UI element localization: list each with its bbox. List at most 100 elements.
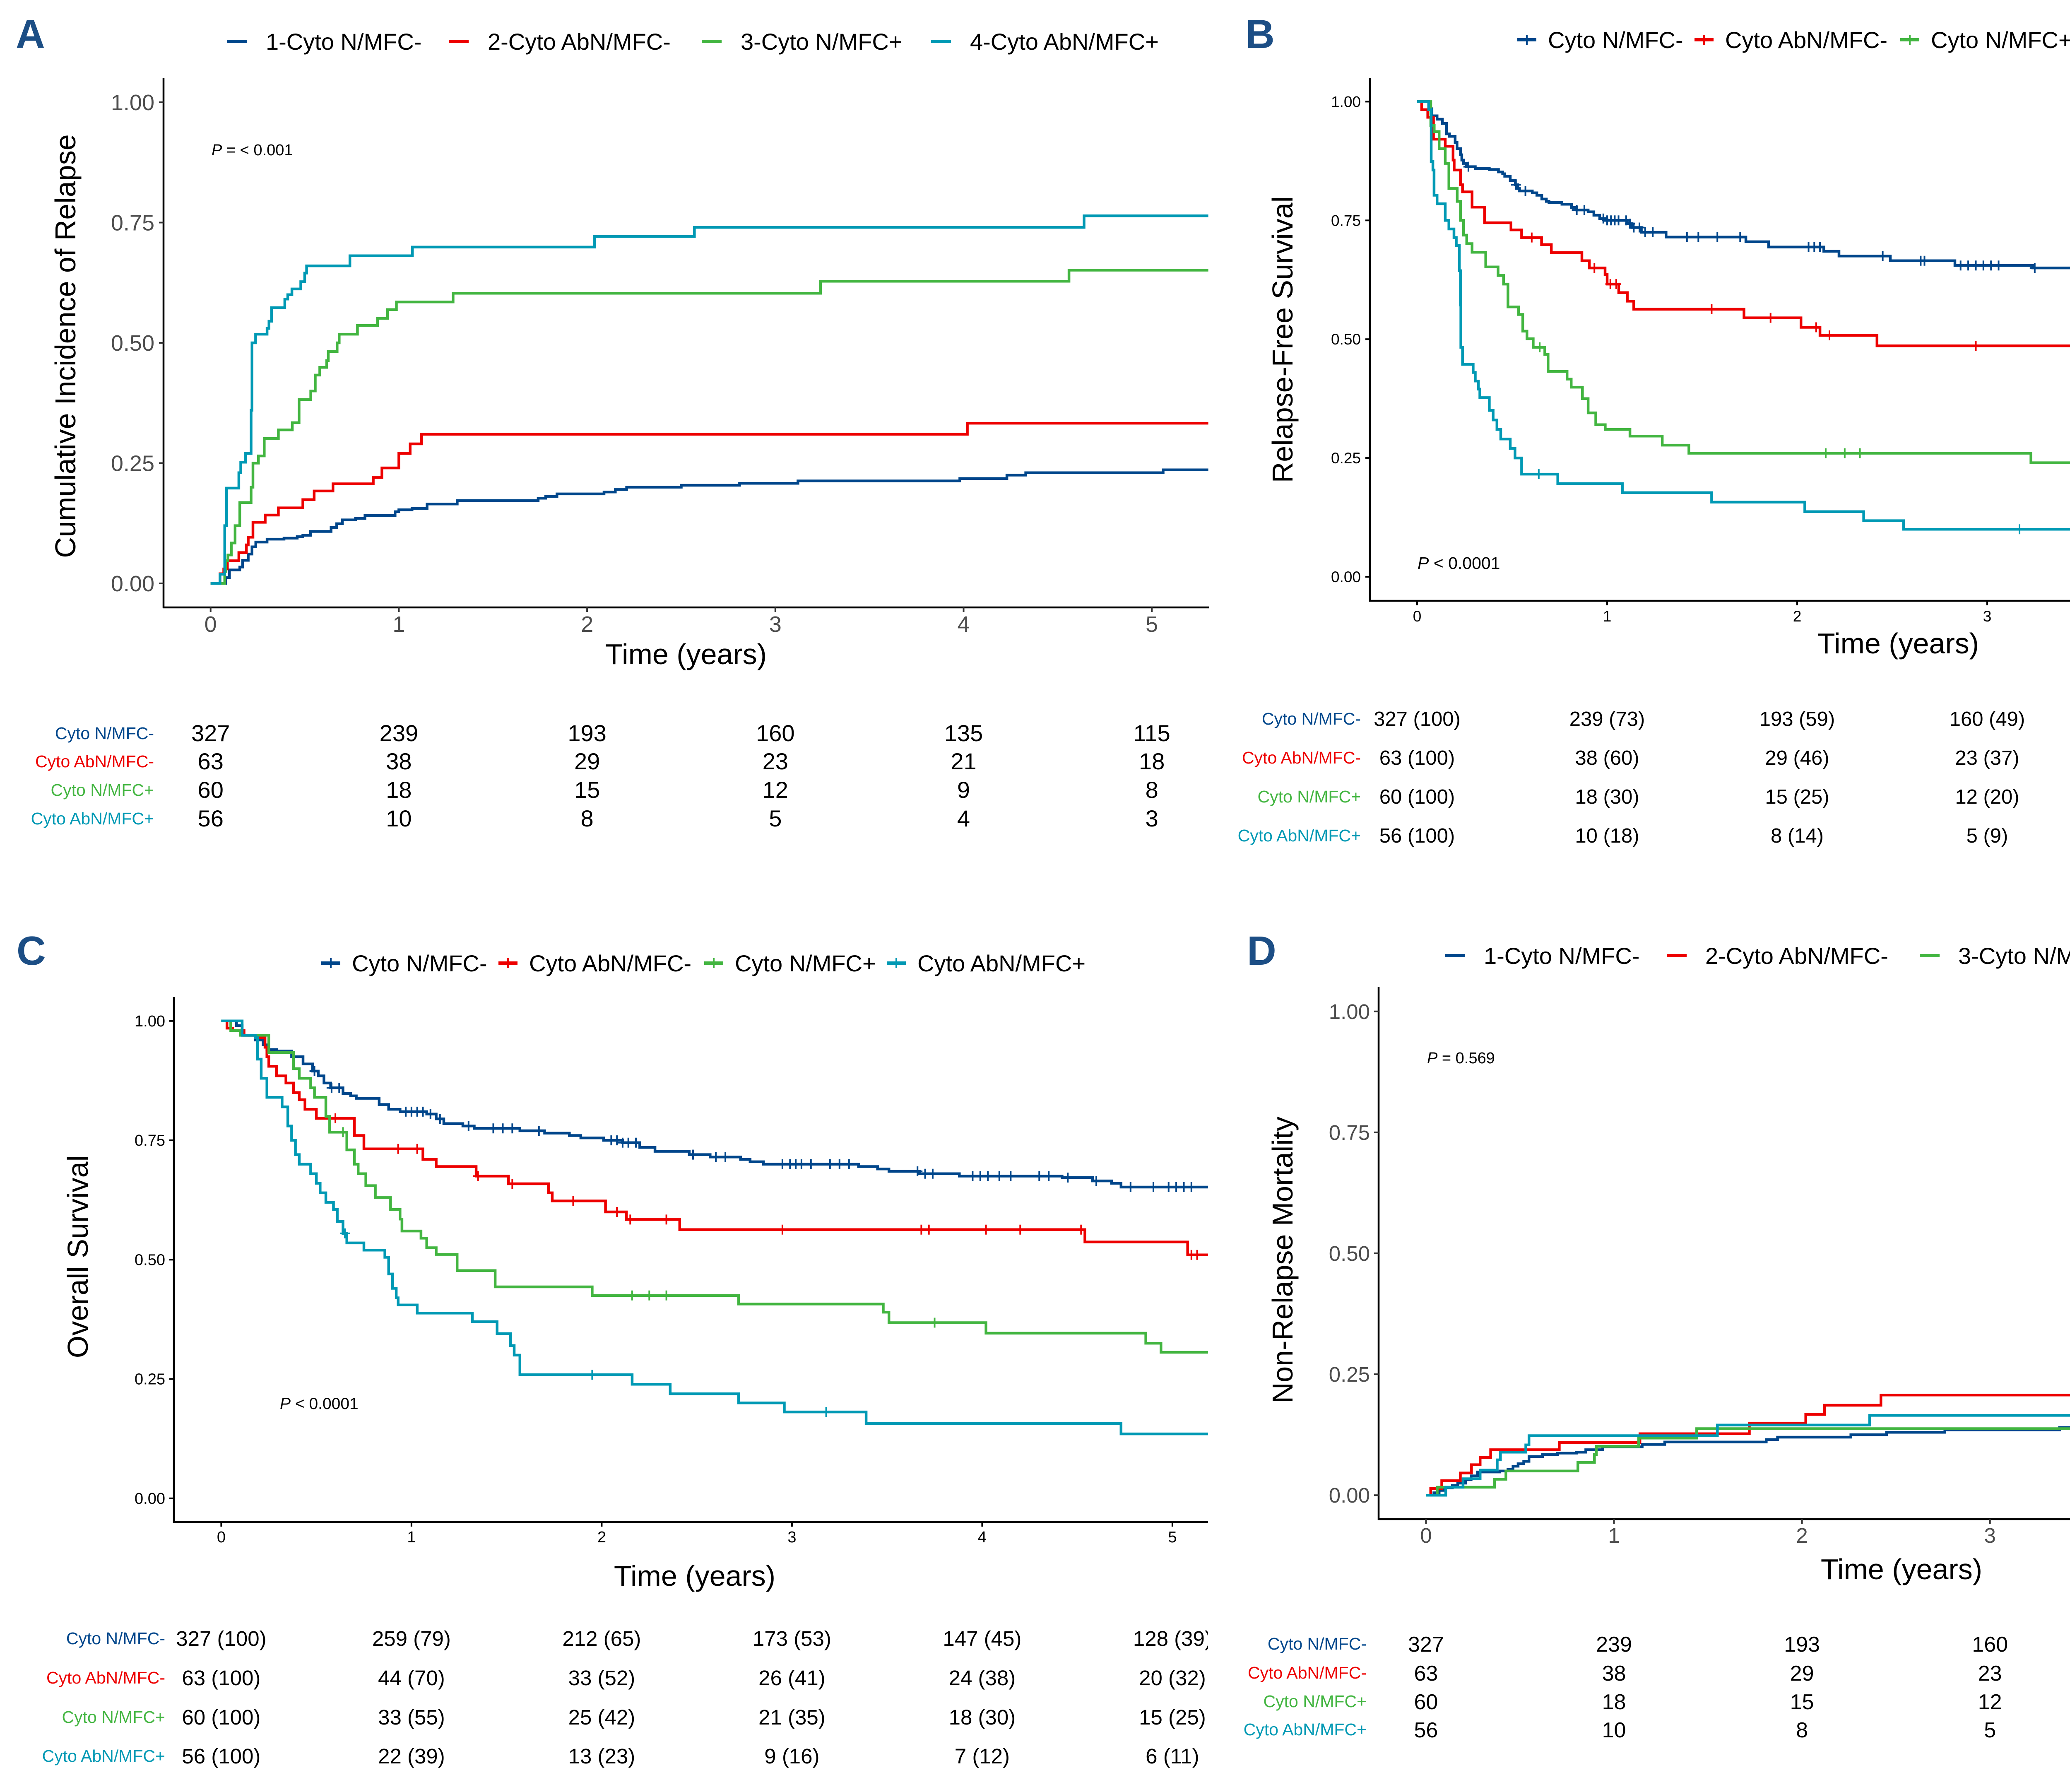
panel-label: B [1245, 11, 1275, 57]
x-tick-label: 0 [1420, 1524, 1432, 1547]
p-value-annotation: P < 0.0001 [1418, 554, 1500, 573]
x-tick-label: 5 [1146, 612, 1158, 637]
censor-marks-2 [1526, 232, 1981, 351]
risk-table-cell: 13 (23) [568, 1744, 635, 1768]
risk-table-cell: 6 (11) [1146, 1744, 1199, 1768]
censor-mark [711, 1152, 721, 1162]
censor-mark [1589, 263, 1600, 273]
censor-mark [309, 1066, 320, 1076]
x-tick-label: 2 [597, 1529, 606, 1546]
legend-label: Cyto AbN/MFC- [529, 950, 691, 976]
y-tick-label: 1.00 [135, 1013, 165, 1030]
censor-mark [473, 1171, 483, 1181]
censor-mark [334, 1083, 344, 1093]
y-tick-label: 0.50 [1331, 331, 1361, 348]
censor-mark [1815, 242, 1825, 252]
censor-mark [1091, 1176, 1102, 1186]
risk-table-cell: 63 [1414, 1662, 1438, 1686]
risk-table-cell: 5 [1984, 1718, 1996, 1742]
risk-table-cell: 60 (100) [182, 1705, 260, 1729]
censor-mark [1520, 186, 1531, 196]
censor-mark [1511, 180, 1521, 190]
legend-item: Cyto N/MFC- [1517, 27, 1683, 53]
risk-table-cell: 10 [386, 805, 412, 831]
risk-table-row-label: Cyto N/MFC+ [1258, 787, 1361, 806]
censor-mark [412, 1144, 422, 1154]
legend-item: Cyto AbN/MFC+ [887, 950, 1086, 976]
risk-table-cell: 29 [574, 748, 600, 774]
risk-table-row-label: Cyto N/MFC- [55, 724, 154, 743]
risk-table-cell: 56 (100) [1379, 825, 1455, 847]
x-tick-label: 3 [1984, 1524, 1996, 1547]
legend-item: Cyto N/MFC+ [704, 950, 876, 976]
curves [1426, 1394, 2070, 1497]
censor-mark [625, 1214, 635, 1225]
y-tick-label: 0.75 [135, 1132, 165, 1149]
p-value-symbol: P [1418, 554, 1429, 573]
p-value-text: < 0.0001 [1429, 554, 1500, 573]
p-value-text: = < 0.001 [222, 142, 293, 159]
risk-table-cell: 239 [1596, 1633, 1632, 1657]
risk-table-cell: 15 [1790, 1690, 1814, 1714]
risk-table-cell: 29 (46) [1765, 747, 1829, 769]
risk-table-cell: 24 (38) [949, 1666, 1016, 1690]
risk-table-cell: 8 [1796, 1718, 1808, 1742]
risk-table-row: Cyto AbN/MFC+ 56 (100) 22 (39) 13 (23) 9 (16… [42, 1744, 1199, 1768]
censor-marks-2 [330, 1113, 1202, 1260]
p-value-symbol: P [1427, 1050, 1438, 1067]
legend-label: Cyto N/MFC- [1548, 27, 1683, 53]
censor-mark [661, 1214, 672, 1225]
risk-table-cell: 63 [198, 748, 224, 774]
censor-mark [927, 1168, 938, 1179]
risk-table-cell: 173 (53) [753, 1627, 831, 1650]
censor-mark [994, 1171, 1004, 1181]
series-line-2 [1417, 100, 2070, 347]
panel-label: D [1247, 928, 1276, 973]
risk-table-cell: 7 (12) [955, 1744, 1010, 1768]
risk-table-row: Cyto N/MFC- 327 (100) 239 (73) 193 (59) 160 … [1262, 708, 2025, 730]
censor-mark [1611, 279, 1621, 289]
censor-mark [1820, 448, 1831, 458]
risk-table-row-label: Cyto AbN/MFC+ [42, 1746, 165, 1766]
legend-item: 2-Cyto AbN/MFC- [449, 29, 671, 55]
censor-mark [806, 1159, 816, 1169]
censor-mark [844, 1159, 854, 1169]
censor-mark [1824, 330, 1834, 340]
censor-mark [661, 1290, 672, 1301]
risk-table-cell: 18 [1139, 748, 1165, 774]
risk-table-cell: 23 [763, 748, 788, 774]
y-tick-label: 1.00 [1331, 93, 1361, 110]
censor-mark [981, 1224, 991, 1235]
censor-mark [1063, 1173, 1073, 1183]
risk-table-cell: 56 [198, 805, 224, 831]
y-tick-label: 0.50 [1329, 1242, 1370, 1265]
panel-a-cumulative-incidence-of-relapse: A 1-Cyto N/MFC- 2-Cyto AbN/MFC- 3-Cyto N/MF… [16, 11, 1209, 831]
risk-table-cell: 8 [1146, 777, 1158, 803]
censor-mark [1526, 232, 1537, 243]
risk-table-cell: 25 (42) [568, 1705, 635, 1729]
y-tick-label: 0.00 [1329, 1484, 1370, 1507]
censor-mark [425, 1109, 436, 1119]
legend-label: 3-Cyto N/MFC+ [1958, 943, 2070, 969]
risk-table-row-label: Cyto AbN/MFC+ [31, 809, 154, 828]
series-line-4 [210, 214, 1208, 585]
y-axis-title: Overall Survival [62, 1155, 94, 1358]
risk-table-cell: 239 (73) [1569, 708, 1645, 730]
risk-table-cell: 38 (60) [1575, 747, 1639, 769]
risk-table-row: Cyto AbN/MFC- 63 (100) 38 (60) 29 (46) 23 (3… [1242, 747, 2019, 769]
risk-table-row: Cyto AbN/MFC- 63 38 29 23 21 18 [35, 748, 1165, 774]
censor-mark [340, 1228, 350, 1238]
censor-mark [1186, 1182, 1196, 1192]
risk-table-cell: 15 (25) [1139, 1705, 1206, 1729]
censor-mark [612, 1135, 622, 1146]
legend-label: 2-Cyto AbN/MFC- [1705, 943, 1888, 969]
p-value-text: < 0.0001 [291, 1395, 359, 1413]
censor-mark [777, 1224, 787, 1235]
censor-mark [1034, 1171, 1045, 1181]
risk-table-cell: 259 (79) [372, 1627, 451, 1650]
risk-table-cell: 20 (32) [1139, 1666, 1206, 1690]
p-value-annotation: P = 0.569 [1427, 1050, 1495, 1067]
censor-mark [825, 1159, 835, 1169]
y-tick-label: 0.50 [111, 331, 154, 356]
legend: Cyto N/MFC- Cyto AbN/MFC- Cyto N/MFC+ Cyto … [321, 950, 1086, 976]
